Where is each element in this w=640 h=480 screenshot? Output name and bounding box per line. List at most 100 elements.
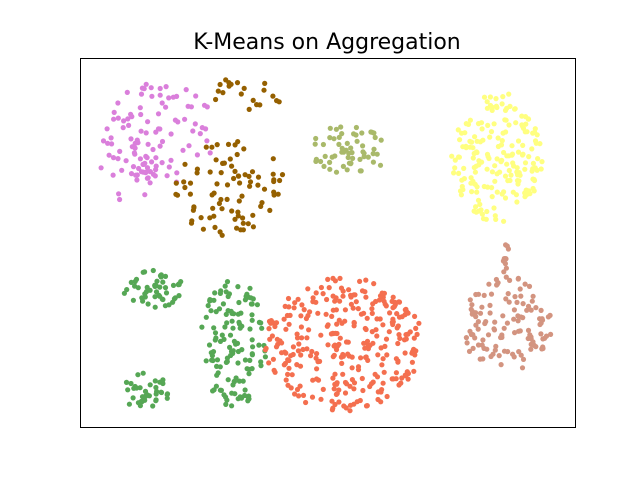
plot-area-frame [80, 58, 576, 428]
scatter-point [98, 165, 104, 171]
scatter-point [128, 136, 134, 142]
scatter-point [153, 167, 159, 173]
scatter-point [248, 295, 254, 301]
scatter-point [515, 138, 522, 144]
scatter-point [192, 121, 198, 127]
scatter-point [506, 299, 512, 305]
scatter-point [324, 296, 330, 303]
scatter-point [499, 101, 505, 107]
scatter-point [352, 292, 358, 298]
scatter-point [217, 338, 224, 344]
scatter-point [333, 126, 339, 132]
scatter-point [381, 298, 387, 304]
scatter-point [246, 173, 252, 179]
scatter-point [315, 359, 321, 365]
scatter-point [299, 335, 305, 341]
scatter-point [479, 304, 485, 310]
scatter-point [160, 279, 166, 285]
scatter-point [504, 153, 510, 159]
scatter-point [525, 303, 532, 309]
scatter-point [502, 195, 509, 201]
scatter-point [371, 146, 377, 152]
scatter-point [510, 163, 517, 169]
scatter-point [129, 114, 135, 120]
scatter-point [143, 153, 149, 159]
scatter-point [492, 178, 498, 184]
scatter-point [271, 177, 277, 183]
scatter-point [116, 191, 122, 197]
scatter-point [472, 169, 478, 175]
scatter-point [354, 138, 360, 144]
scatter-point [330, 354, 336, 360]
scatter-point [469, 139, 475, 145]
scatter-point [155, 111, 162, 117]
scatter-point [144, 168, 150, 174]
scatter-point [477, 356, 483, 362]
scatter-point [524, 129, 530, 135]
scatter-point [170, 282, 177, 288]
scatter-point [494, 104, 500, 111]
scatter-point [353, 124, 359, 131]
scatter-point [505, 291, 511, 297]
scatter-point [238, 395, 245, 401]
scatter-point [285, 371, 291, 377]
scatter-point [241, 146, 247, 152]
scatter-point [217, 81, 223, 88]
scatter-point [235, 209, 241, 215]
scatter-point [344, 140, 350, 146]
scatter-point [395, 340, 401, 347]
scatter-point [344, 381, 350, 387]
scatter-point [504, 161, 510, 167]
scatter-point [509, 143, 515, 149]
scatter-point [500, 94, 506, 100]
scatter-point [374, 151, 380, 157]
scatter-point [236, 319, 242, 325]
scatter-point [325, 322, 331, 328]
scatter-point [411, 368, 417, 374]
scatter-point [216, 200, 222, 207]
scatter-point [221, 160, 227, 166]
scatter-point [155, 126, 162, 132]
scatter-point [190, 128, 196, 134]
scatter-point [111, 116, 117, 122]
scatter-point [390, 294, 396, 300]
scatter-point [520, 151, 526, 157]
scatter-point [121, 290, 127, 296]
scatter-point [187, 191, 193, 197]
scatter-point [514, 299, 520, 305]
scatter-point [336, 399, 342, 405]
scatter-point [511, 307, 517, 313]
scatter-point [286, 365, 292, 371]
scatter-point [547, 312, 553, 318]
scatter-point [211, 213, 217, 219]
scatter-point [210, 349, 217, 355]
scatter-point [152, 304, 158, 310]
scatter-point [537, 321, 543, 328]
scatter-point [232, 168, 238, 174]
scatter-point [300, 392, 307, 398]
scatter-point [334, 321, 340, 327]
scatter-point [162, 285, 169, 291]
scatter-point [128, 171, 135, 177]
scatter-point [475, 197, 482, 203]
scatter-point [540, 344, 546, 350]
scatter-point [309, 348, 315, 355]
scatter-point [185, 103, 191, 109]
scatter-point [214, 142, 220, 148]
scatter-point [104, 126, 110, 132]
scatter-point [137, 156, 143, 162]
scatter-point [492, 163, 498, 169]
scatter-point [339, 360, 345, 366]
scatter-point [140, 298, 146, 304]
scatter-point [452, 165, 458, 171]
scatter-point [318, 158, 324, 165]
scatter-point [312, 141, 318, 147]
scatter-point [294, 331, 300, 337]
scatter-point [159, 138, 166, 145]
scatter-point [488, 353, 494, 360]
scatter-point [147, 287, 153, 293]
scatter-point [468, 175, 474, 181]
scatter-point [303, 399, 309, 406]
scatter-point [364, 315, 370, 321]
